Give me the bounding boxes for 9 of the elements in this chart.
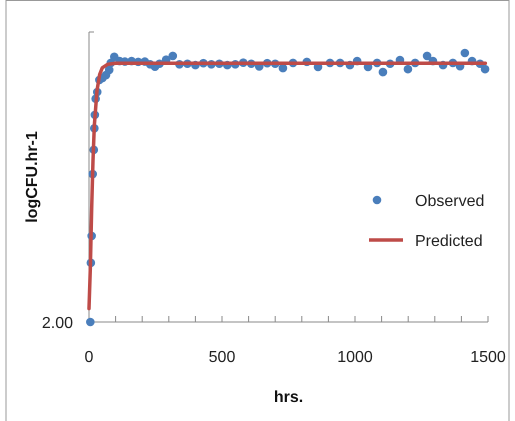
x-tick-label: 500 <box>208 349 236 366</box>
x-tick-label: 1500 <box>470 349 506 366</box>
legend-label: Observed <box>415 193 484 210</box>
x-axis-title: hrs. <box>274 389 304 406</box>
y-axis-title: logCFU.hr-1 <box>24 131 41 223</box>
x-tick-label: 1000 <box>337 349 373 366</box>
x-tick-label: 0 <box>84 349 94 366</box>
text: 2.00 <box>42 315 74 332</box>
legend-label: Predicted <box>415 233 483 250</box>
